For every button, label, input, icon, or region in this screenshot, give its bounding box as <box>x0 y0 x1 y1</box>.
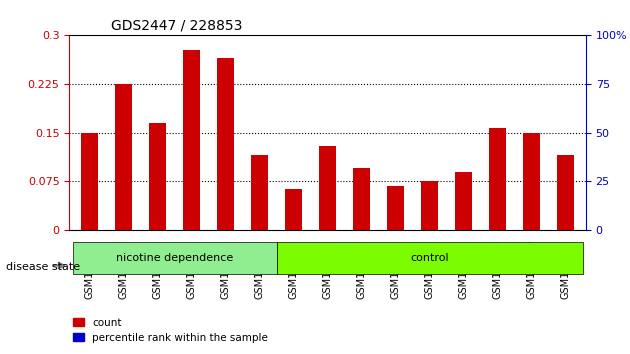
Legend: count, percentile rank within the sample: count, percentile rank within the sample <box>69 313 272 347</box>
FancyBboxPatch shape <box>72 242 277 274</box>
Bar <box>353 169 370 230</box>
Bar <box>149 123 166 230</box>
Bar <box>557 155 574 230</box>
Text: control: control <box>410 253 449 263</box>
Text: GDS2447 / 228853: GDS2447 / 228853 <box>111 19 242 33</box>
Bar <box>115 84 132 230</box>
Bar <box>319 146 336 230</box>
Bar <box>489 127 506 230</box>
Bar <box>251 155 268 230</box>
Bar <box>455 172 472 230</box>
Bar <box>387 186 404 230</box>
Bar <box>81 133 98 230</box>
Bar <box>523 133 540 230</box>
Text: nicotine dependence: nicotine dependence <box>116 253 233 263</box>
Bar <box>183 50 200 230</box>
Bar <box>217 58 234 230</box>
Bar <box>421 181 438 230</box>
FancyBboxPatch shape <box>277 242 583 274</box>
Text: disease state: disease state <box>6 262 81 272</box>
Bar <box>285 189 302 230</box>
